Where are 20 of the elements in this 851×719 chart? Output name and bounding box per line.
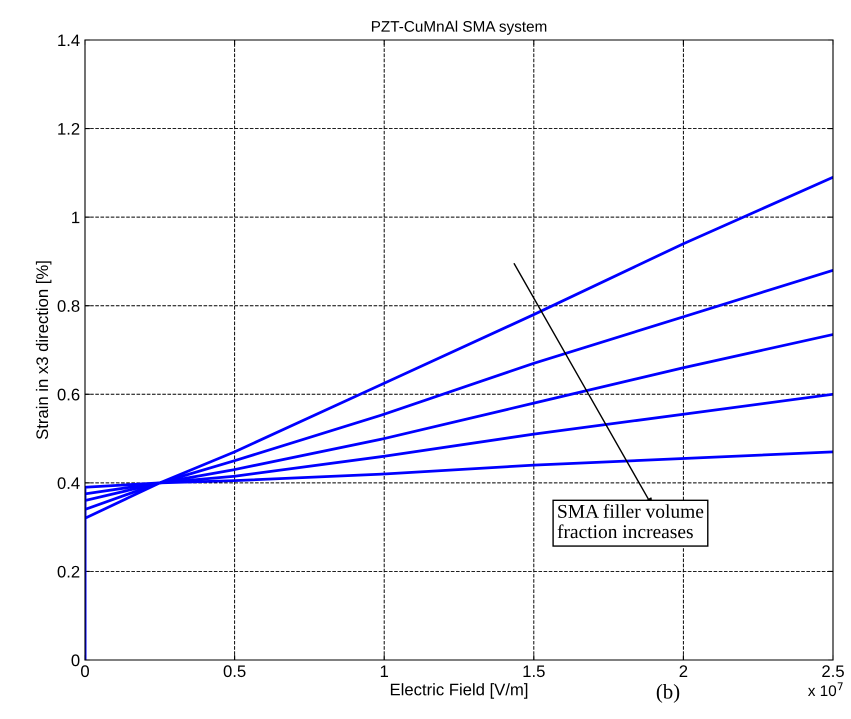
y-tick-label: 1: [72, 212, 80, 224]
x-tick-label: 1.5: [523, 665, 545, 678]
y-tick-label: 1.4: [58, 34, 80, 46]
chart-title: PZT-CuMnAl SMA system: [372, 20, 546, 35]
x-tick-label: 0: [81, 665, 89, 678]
y-tick-label: 0: [72, 654, 80, 666]
text: x 10$^{7}$: [808, 682, 843, 696]
annotation: SMA filler volume fraction increases: [558, 504, 704, 538]
x-tick-label: 2: [680, 665, 688, 677]
x-axis-title: Electric Field [V/m]: [390, 683, 528, 699]
x-tick-label: 1: [380, 665, 388, 677]
x-tick-label: 0.5: [224, 665, 246, 678]
y-tick-label: 0.8: [58, 300, 80, 312]
y-tick-label: 0.4: [58, 477, 80, 490]
y-tick-label: 0.6: [58, 388, 80, 400]
text: (b): [656, 684, 680, 703]
y-tick-label: 0.2: [58, 566, 80, 578]
y-tick-label: 1.2: [58, 122, 80, 135]
x-tick-label: 2.5: [822, 665, 844, 678]
y-axis-title: Strain in x3 direction [%]: [36, 261, 52, 440]
